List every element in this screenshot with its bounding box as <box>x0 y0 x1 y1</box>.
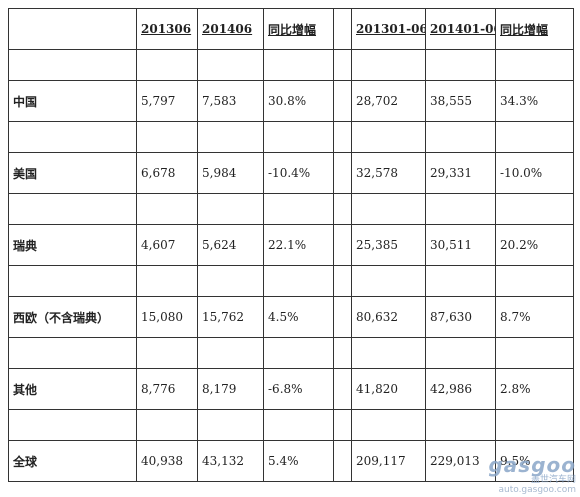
spacer-row <box>8 193 574 225</box>
header-cell-201301-06: 201301-06 <box>351 8 426 50</box>
value-cell: 29,331 <box>425 152 496 194</box>
region-cell: 其他 <box>8 368 137 410</box>
yoy-cell: 30.8% <box>263 80 334 122</box>
spacer-row <box>8 337 574 369</box>
value-cell: 43,132 <box>197 440 264 482</box>
region-cell: 美国 <box>8 152 137 194</box>
yoy-cell: 20.2% <box>495 224 574 266</box>
header-cell-201406: 201406 <box>197 8 264 50</box>
header-cell-region <box>8 8 137 50</box>
gap-cell <box>333 440 352 482</box>
gap-cell <box>333 224 352 266</box>
table-row: 美国 6,678 5,984 -10.4% 32,578 29,331 -10.… <box>8 152 574 194</box>
gasgoo-watermark: gasgoo 盖世汽车网 auto.gasgoo.com <box>488 455 576 495</box>
value-cell: 5,624 <box>197 224 264 266</box>
value-cell: 4,607 <box>136 224 198 266</box>
table-row: 中国 5,797 7,583 30.8% 28,702 38,555 34.3% <box>8 80 574 122</box>
value-cell: 7,583 <box>197 80 264 122</box>
yoy-cell: 9.5% <box>495 440 574 482</box>
spacer-row <box>8 265 574 297</box>
value-cell: 5,797 <box>136 80 198 122</box>
region-cell: 中国 <box>8 80 137 122</box>
value-cell: 25,385 <box>351 224 426 266</box>
value-cell: 5,984 <box>197 152 264 194</box>
value-cell: 6,678 <box>136 152 198 194</box>
yoy-cell: 22.1% <box>263 224 334 266</box>
value-cell: 41,820 <box>351 368 426 410</box>
table-row: 全球 40,938 43,132 5.4% 209,117 229,013 9.… <box>8 440 574 482</box>
gap-cell <box>333 152 352 194</box>
value-cell: 209,117 <box>351 440 426 482</box>
yoy-cell: -10.4% <box>263 152 334 194</box>
yoy-cell: 8.7% <box>495 296 574 338</box>
yoy-cell: 34.3% <box>495 80 574 122</box>
region-cell: 西欧（不含瑞典） <box>8 296 137 338</box>
gap-cell <box>333 80 352 122</box>
value-cell: 15,080 <box>136 296 198 338</box>
table-row: 其他 8,776 8,179 -6.8% 41,820 42,986 2.8% <box>8 368 574 410</box>
header-cell-gap <box>333 8 352 50</box>
value-cell: 42,986 <box>425 368 496 410</box>
value-cell: 40,938 <box>136 440 198 482</box>
sales-table: 201306 201406 同比增幅 201301-06 201401-06 同… <box>8 8 574 482</box>
header-cell-201401-06: 201401-06 <box>425 8 496 50</box>
value-cell: 38,555 <box>425 80 496 122</box>
value-cell: 8,179 <box>197 368 264 410</box>
yoy-cell: 4.5% <box>263 296 334 338</box>
spacer-row <box>8 409 574 441</box>
watermark-subtitle: 盖世汽车网 <box>530 475 576 485</box>
spacer-row <box>8 121 574 153</box>
value-cell: 30,511 <box>425 224 496 266</box>
value-cell: 8,776 <box>136 368 198 410</box>
value-cell: 28,702 <box>351 80 426 122</box>
table-row: 西欧（不含瑞典） 15,080 15,762 4.5% 80,632 87,63… <box>8 296 574 338</box>
header-row: 201306 201406 同比增幅 201301-06 201401-06 同… <box>8 8 574 50</box>
watermark-url: auto.gasgoo.com <box>498 485 576 495</box>
header-cell-yoy-month: 同比增幅 <box>263 8 334 50</box>
watermark-logo: gasgoo <box>488 453 576 477</box>
yoy-cell: 5.4% <box>263 440 334 482</box>
yoy-cell: 2.8% <box>495 368 574 410</box>
yoy-cell: -6.8% <box>263 368 334 410</box>
value-cell: 32,578 <box>351 152 426 194</box>
spacer-row <box>8 49 574 81</box>
region-cell: 瑞典 <box>8 224 137 266</box>
header-cell-yoy-ytd: 同比增幅 <box>495 8 574 50</box>
table-row: 瑞典 4,607 5,624 22.1% 25,385 30,511 20.2% <box>8 224 574 266</box>
gap-cell <box>333 368 352 410</box>
yoy-cell: -10.0% <box>495 152 574 194</box>
value-cell: 15,762 <box>197 296 264 338</box>
header-cell-201306: 201306 <box>136 8 198 50</box>
region-cell: 全球 <box>8 440 137 482</box>
value-cell: 229,013 <box>425 440 496 482</box>
gap-cell <box>333 296 352 338</box>
value-cell: 87,630 <box>425 296 496 338</box>
value-cell: 80,632 <box>351 296 426 338</box>
